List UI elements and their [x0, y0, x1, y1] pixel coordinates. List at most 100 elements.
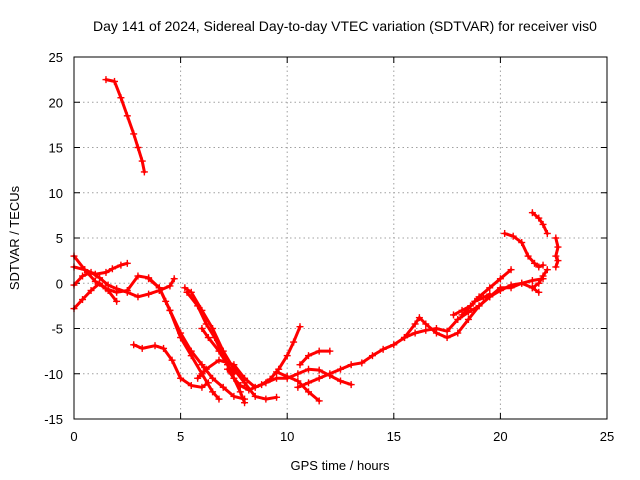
series-line: [104, 78, 146, 174]
data-point: [102, 285, 110, 293]
data-point: [458, 311, 466, 319]
data-point: [411, 320, 419, 328]
data-point: [145, 290, 153, 298]
series-line: [72, 281, 119, 311]
series-arc-19: [501, 229, 547, 271]
data-point: [507, 266, 515, 274]
data-point: [305, 388, 313, 396]
data-point: [215, 356, 223, 364]
data-point: [273, 368, 281, 376]
data-point: [202, 365, 210, 373]
series-line: [403, 281, 541, 340]
series-arc-14: [296, 347, 334, 369]
data-point: [181, 284, 189, 292]
data-point: [123, 112, 131, 120]
data-point: [305, 379, 313, 387]
data-point: [113, 288, 121, 296]
data-point: [379, 345, 387, 353]
data-point: [117, 94, 125, 102]
data-point: [337, 377, 344, 385]
data-point: [294, 383, 302, 391]
data-point: [187, 347, 195, 355]
y-tick-label: 5: [56, 231, 63, 246]
data-point: [215, 347, 223, 355]
series-line: [185, 290, 247, 405]
data-point: [134, 272, 142, 280]
series-arc-6: [130, 341, 212, 391]
series-line: [147, 277, 247, 401]
data-point: [236, 388, 244, 396]
data-point: [283, 372, 291, 380]
series-arc-17: [449, 266, 515, 319]
data-point: [166, 306, 174, 314]
data-point: [170, 275, 178, 283]
data-point: [454, 315, 462, 323]
series-arc-8: [181, 284, 281, 403]
series-arc-21: [552, 234, 562, 271]
data-point: [390, 341, 398, 349]
data-point: [496, 275, 504, 283]
data-point: [315, 366, 323, 374]
data-point: [315, 374, 323, 382]
data-point: [358, 359, 366, 367]
data-point: [236, 382, 244, 390]
data-point: [443, 334, 451, 342]
series-line: [226, 325, 302, 392]
data-point: [539, 220, 547, 228]
data-point: [464, 305, 472, 313]
x-tick-label: 5: [177, 429, 184, 444]
data-point: [108, 265, 116, 273]
series-arc-16: [400, 279, 543, 342]
data-point: [230, 374, 238, 382]
y-tick-label: 15: [49, 141, 63, 156]
data-point: [507, 281, 515, 289]
x-tick-label: 20: [493, 429, 507, 444]
data-point: [415, 314, 423, 322]
data-point: [337, 365, 344, 373]
data-point: [509, 232, 517, 240]
data-point: [552, 252, 560, 260]
data-point: [117, 261, 125, 269]
data-point: [215, 395, 223, 403]
data-point: [177, 374, 185, 382]
data-point: [140, 168, 148, 176]
data-point: [518, 239, 526, 247]
y-tick-label: 0: [56, 276, 63, 291]
data-point: [296, 361, 304, 369]
data-point: [535, 288, 543, 296]
data-point: [198, 383, 206, 391]
data-series: [70, 76, 562, 407]
data-point: [211, 334, 219, 342]
data-point: [183, 288, 191, 296]
x-tick-label: 10: [280, 429, 294, 444]
series-line: [530, 268, 549, 290]
data-point: [496, 286, 504, 294]
data-point: [204, 379, 212, 387]
series-arc-12: [224, 323, 304, 394]
data-point: [411, 329, 419, 337]
data-point: [535, 279, 543, 287]
data-point: [209, 388, 217, 396]
data-point: [535, 214, 543, 222]
data-point: [422, 326, 430, 334]
data-point: [554, 243, 562, 251]
data-point: [443, 327, 451, 335]
data-point: [198, 325, 206, 332]
data-point: [241, 399, 249, 407]
data-point: [290, 338, 298, 346]
data-point: [294, 377, 302, 385]
data-point: [187, 382, 195, 390]
data-point: [230, 361, 238, 369]
data-point: [305, 365, 313, 373]
data-point: [543, 266, 551, 274]
plot-frame: [73, 56, 608, 420]
data-point: [347, 381, 355, 389]
axis-ticks: 0 5 10 15 20 25 -15 -10 -5 0 5 10 15 20 25: [44, 50, 614, 444]
data-point: [528, 284, 536, 292]
series-line: [503, 232, 545, 269]
data-point: [162, 297, 170, 305]
data-point: [535, 263, 543, 271]
data-point: [177, 329, 185, 337]
series-arc-18: [458, 290, 494, 319]
